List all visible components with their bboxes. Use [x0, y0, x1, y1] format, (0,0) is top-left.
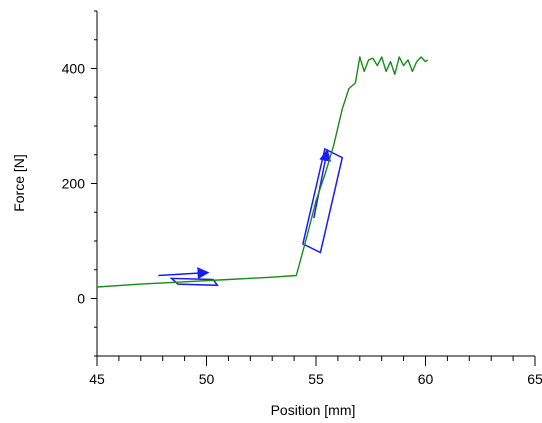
annotation-box-2 [302, 147, 344, 254]
annotations [158, 147, 344, 287]
series-line-1 [96, 56, 429, 288]
x-tick-label: 60 [418, 371, 434, 387]
y-tick-label: 0 [77, 291, 85, 307]
x-tick-label: 55 [308, 371, 324, 387]
y-axis-title: Force [N] [11, 154, 27, 212]
tick-labels: 45 50 55 60 65 0 200 400 [62, 61, 542, 388]
x-axis-title: Position [mm] [271, 402, 356, 418]
annotation-arrow-2 [313, 148, 332, 219]
annotation-box-1 [169, 277, 219, 287]
annotation-arrow-1 [158, 267, 210, 280]
x-tick-label: 50 [199, 371, 215, 387]
y-tick-label: 200 [62, 176, 86, 192]
x-tick-label: 65 [527, 371, 542, 387]
axes [91, 10, 536, 366]
x-tick-label: 45 [89, 371, 105, 387]
y-tick-label: 400 [62, 61, 86, 77]
series-layer [96, 56, 429, 288]
